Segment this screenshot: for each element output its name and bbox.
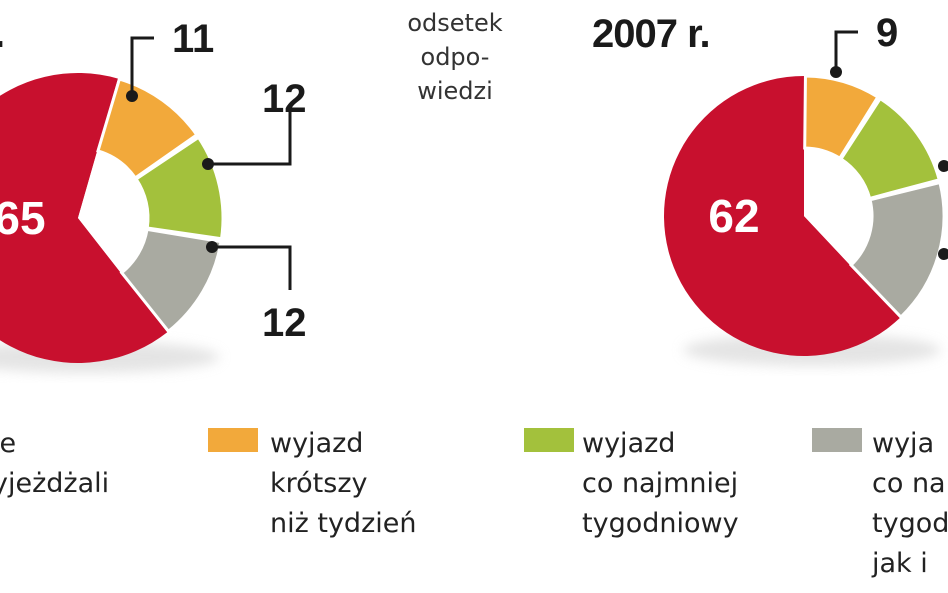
legend-label-line: tygod bbox=[872, 508, 948, 539]
pie-slice-short-trip bbox=[803, 74, 880, 161]
pie-slice-week-trip bbox=[838, 96, 942, 201]
legend-swatch-grey bbox=[812, 428, 862, 452]
legend-label-line: jak i bbox=[872, 548, 928, 579]
legend-label-line: co na bbox=[872, 468, 946, 499]
pie-chart-2005: 65 11 12 12 bbox=[0, 17, 307, 373]
legend-swatch-orange bbox=[208, 428, 258, 452]
pie-slice-both bbox=[119, 227, 223, 334]
legend-swatch-green bbox=[524, 428, 574, 452]
callout-dot bbox=[126, 90, 138, 102]
pie-hole bbox=[804, 148, 872, 266]
callout-line bbox=[130, 36, 154, 96]
legend-label-line: wyja bbox=[872, 428, 935, 459]
data-label-short-trip: 11 bbox=[172, 17, 214, 61]
data-label-no-trip: 62 bbox=[708, 190, 759, 242]
callout-dot bbox=[938, 160, 948, 172]
pie-slice-short-trip bbox=[96, 77, 199, 180]
callout-line bbox=[834, 30, 858, 72]
pie-chart-2007: 6291217 bbox=[664, 11, 948, 366]
callout-dot bbox=[206, 241, 218, 253]
callout-line bbox=[212, 245, 292, 290]
pie-hole bbox=[78, 150, 148, 274]
data-label-week-trip: 12 bbox=[262, 77, 307, 121]
legend-label-line: co najmniej bbox=[582, 468, 739, 499]
data-label-short-trip: 9 bbox=[876, 11, 898, 55]
callout-line bbox=[208, 108, 292, 166]
legend-label-line: wyjazd bbox=[270, 428, 364, 459]
pie-slice-no-trip bbox=[664, 76, 900, 356]
chart-title-right: 2007 r. bbox=[592, 12, 711, 56]
legend-label-line: le bbox=[0, 428, 17, 459]
data-label-no-trip: 65 bbox=[0, 192, 46, 244]
legend-label-line: krótszy bbox=[270, 468, 368, 499]
legend-label-line: niż tydzień bbox=[270, 508, 417, 539]
pie-slice-no-trip bbox=[0, 73, 168, 363]
unit-note: odsetek odpo- wiedzi bbox=[380, 6, 530, 108]
pie-slice-both bbox=[848, 180, 946, 320]
legend-label-line: yjeżdżali bbox=[0, 468, 110, 499]
callout-dot bbox=[202, 158, 214, 170]
legend-label-line: wyjazd bbox=[582, 428, 676, 459]
chart-title-left: . bbox=[0, 14, 5, 54]
unit-note-line: odpo- bbox=[420, 43, 490, 71]
unit-note-line: odsetek bbox=[407, 9, 503, 37]
callout-dot bbox=[830, 66, 842, 78]
unit-note-line: wiedzi bbox=[417, 77, 493, 105]
legend-label-line: tygodniowy bbox=[582, 508, 739, 539]
callout-dot bbox=[938, 248, 948, 260]
data-label-both: 12 bbox=[262, 301, 307, 345]
